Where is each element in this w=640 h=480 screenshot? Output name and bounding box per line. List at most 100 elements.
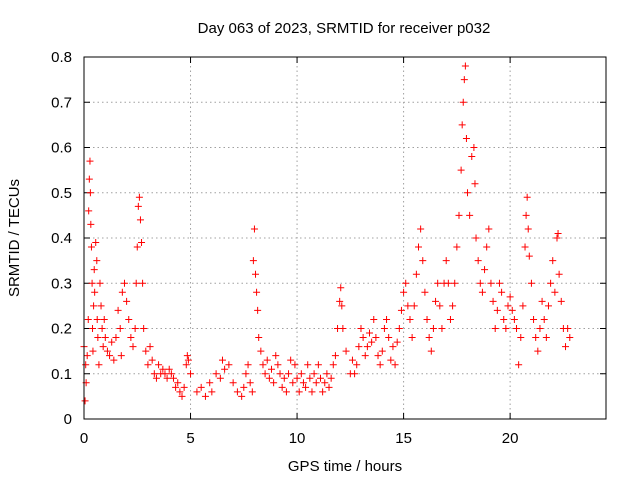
- data-point: [87, 243, 95, 251]
- data-point: [83, 352, 91, 360]
- data-point: [169, 374, 177, 382]
- data-point: [524, 225, 532, 233]
- y-tick-label: 0.5: [51, 185, 72, 202]
- data-point: [123, 297, 131, 305]
- data-point: [278, 383, 286, 391]
- data-point: [216, 374, 224, 382]
- data-point: [566, 334, 574, 342]
- data-point: [98, 325, 106, 332]
- data-point: [523, 193, 531, 201]
- data-point: [378, 347, 386, 355]
- data-point: [554, 229, 562, 237]
- data-point: [421, 288, 429, 296]
- data-point: [468, 153, 476, 161]
- data-point: [276, 370, 284, 378]
- data-point: [295, 388, 303, 396]
- data-point: [551, 288, 559, 296]
- data-point: [338, 302, 346, 310]
- data-point: [148, 356, 156, 364]
- data-point: [493, 306, 501, 314]
- data-point: [172, 383, 180, 391]
- data-point: [129, 343, 137, 351]
- data-point: [120, 279, 128, 287]
- data-point: [96, 279, 104, 287]
- data-point: [310, 370, 318, 378]
- data-point: [400, 288, 408, 296]
- data-point: [81, 397, 89, 405]
- data-point: [99, 343, 107, 351]
- data-point: [183, 352, 191, 360]
- data-point: [118, 288, 126, 296]
- data-point: [502, 325, 510, 332]
- data-point: [534, 347, 542, 355]
- data-point: [135, 193, 143, 201]
- data-point: [136, 216, 144, 224]
- data-point: [87, 220, 95, 228]
- data-point: [442, 257, 450, 265]
- data-point: [329, 361, 337, 369]
- data-point: [242, 370, 250, 378]
- data-point: [84, 315, 92, 323]
- data-point: [515, 361, 523, 369]
- data-point: [297, 370, 305, 378]
- data-point: [423, 315, 431, 323]
- data-point: [517, 334, 525, 342]
- data-point: [325, 383, 333, 391]
- data-point: [280, 374, 288, 382]
- data-point: [90, 266, 98, 274]
- data-point: [495, 279, 503, 287]
- data-point: [417, 225, 425, 233]
- data-point: [155, 361, 163, 369]
- data-point: [410, 302, 418, 310]
- data-point: [287, 356, 295, 364]
- data-point: [395, 325, 403, 332]
- data-point: [314, 361, 322, 369]
- data-point: [376, 361, 384, 369]
- y-tick-label: 0.6: [51, 140, 72, 157]
- data-point: [267, 365, 275, 373]
- data-point: [225, 361, 233, 369]
- data-point: [293, 374, 301, 382]
- data-point: [404, 302, 412, 310]
- data-point: [131, 325, 139, 332]
- data-point: [487, 279, 495, 287]
- data-point: [252, 270, 260, 278]
- data-point: [393, 338, 401, 346]
- data-point: [261, 370, 269, 378]
- data-point: [159, 365, 167, 373]
- data-point: [361, 352, 369, 360]
- data-point: [92, 239, 100, 247]
- data-point: [229, 379, 237, 387]
- data-point: [455, 211, 463, 219]
- data-point: [85, 207, 93, 215]
- data-point: [451, 279, 459, 287]
- data-point: [93, 315, 101, 323]
- data-point: [348, 356, 356, 364]
- data-point: [89, 325, 97, 332]
- data-point: [389, 343, 397, 351]
- data-point: [257, 347, 265, 355]
- data-point: [508, 306, 516, 314]
- data-point: [106, 352, 114, 360]
- y-tick-label: 0.1: [51, 366, 72, 383]
- data-point: [339, 325, 347, 332]
- data-point: [412, 270, 420, 278]
- data-point: [150, 370, 158, 378]
- data-point: [478, 288, 486, 296]
- data-point: [444, 279, 452, 287]
- data-point: [536, 325, 544, 332]
- data-point: [302, 383, 310, 391]
- data-point: [263, 356, 271, 364]
- data-point: [244, 361, 252, 369]
- data-point: [557, 297, 565, 305]
- data-point: [538, 297, 546, 305]
- data-point: [427, 347, 435, 355]
- axis-ticks: 0 0.1 0.2 0.3 0.4 0.5 0.6 0.7 0.8 0 5 10 15 20: [51, 49, 606, 447]
- data-point: [351, 370, 359, 378]
- x-tick-label: 0: [80, 430, 88, 447]
- data-point: [385, 334, 393, 342]
- data-point: [522, 211, 530, 219]
- x-axis-label: GPS time / hours: [288, 458, 402, 475]
- data-point: [406, 315, 414, 323]
